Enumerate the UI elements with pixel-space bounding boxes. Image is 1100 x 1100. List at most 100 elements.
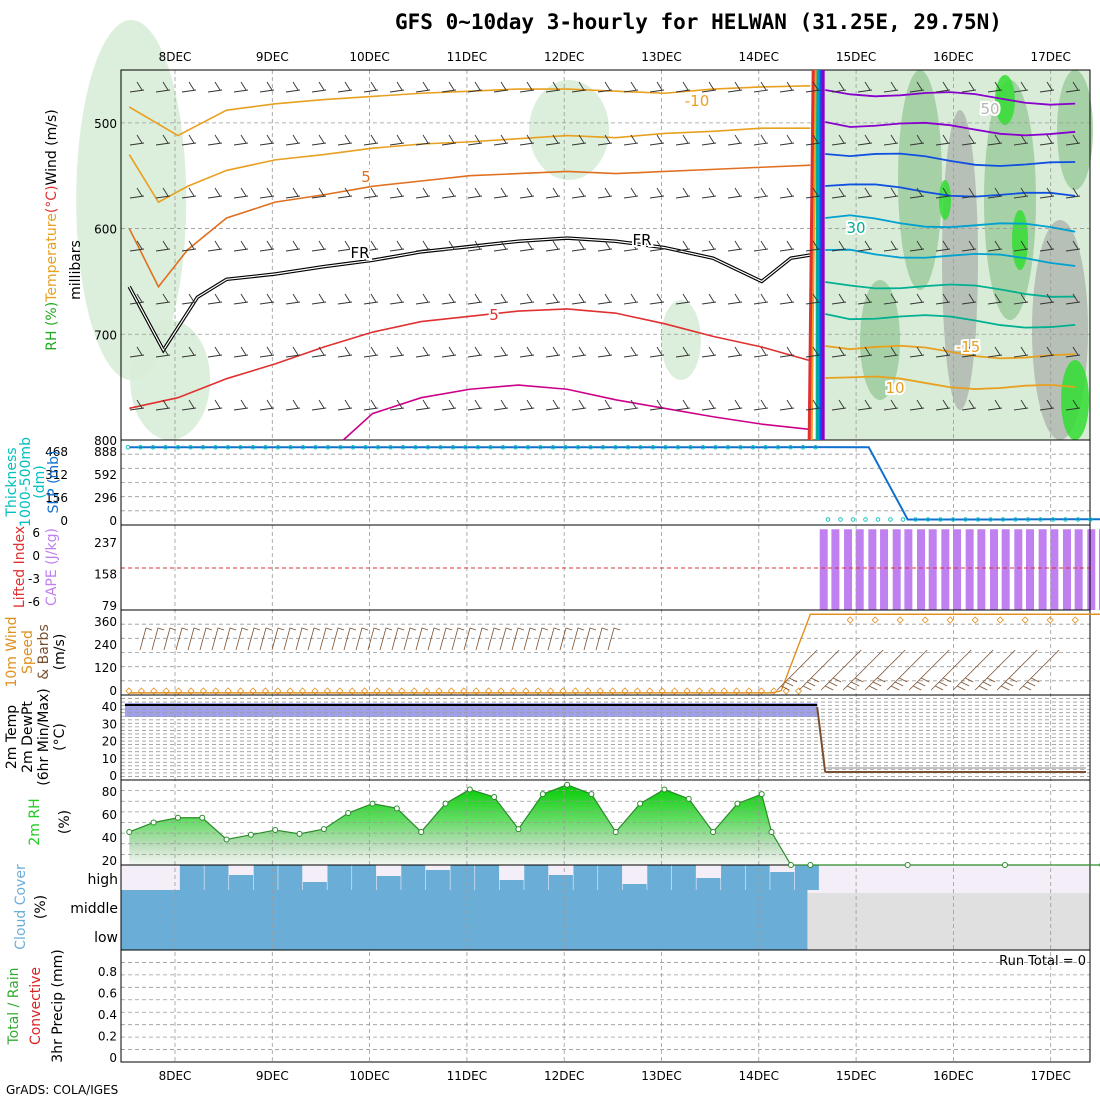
wind-barb [415, 346, 431, 358]
thickness-marker [225, 444, 231, 450]
wind-barb [909, 346, 925, 358]
wind-barb [1065, 346, 1081, 358]
wind-barb [805, 293, 821, 305]
cape-bar [928, 529, 937, 610]
wind-barb [285, 81, 301, 93]
wind-barb [571, 81, 587, 93]
wind-barb [545, 81, 561, 93]
wind-barb [961, 346, 977, 358]
surface-barb [307, 627, 321, 651]
thickness-marker [288, 444, 293, 450]
wind-barb [129, 134, 145, 146]
wind-barb [649, 134, 665, 146]
contour-label-FR: FR [350, 244, 369, 262]
wind-barb [727, 134, 743, 146]
wind-barb [701, 187, 717, 199]
wind-barb [363, 187, 379, 199]
wind-barb [779, 346, 795, 358]
thickness-marker [725, 444, 731, 450]
wind-barb [155, 293, 171, 305]
slp-line [129, 446, 1100, 521]
wind-barb [805, 399, 821, 411]
wind-barb [857, 81, 873, 93]
wind-barb [831, 134, 847, 146]
surface-barb-late [996, 649, 1038, 691]
wind-barb [727, 81, 743, 93]
wind-marker [423, 687, 431, 695]
wind-barb [805, 81, 821, 93]
wind-barb [389, 240, 405, 252]
cape-bar [1038, 529, 1047, 610]
thickness-marker [600, 444, 606, 450]
ylabel-cloud: Cloud Cover [13, 864, 29, 950]
cape-bar [1062, 529, 1071, 610]
wind-barb [701, 346, 717, 358]
y-tick-lifted-index: -3 [28, 572, 40, 586]
surface-barb [211, 627, 225, 651]
wind-barb [259, 240, 275, 252]
wind-barb [987, 293, 1003, 305]
thickness-marker [750, 444, 756, 450]
isotherm-2 [128, 164, 811, 289]
surface-barb-late [974, 649, 1016, 691]
isotherm-0 [128, 85, 811, 137]
surface-barb [223, 627, 237, 651]
wind-barb [675, 134, 691, 146]
thickness-marker [575, 444, 581, 450]
wind-barb [337, 399, 353, 411]
surface-barb-late [1018, 649, 1060, 691]
wind-barb [597, 240, 613, 252]
surface-barb [343, 627, 357, 651]
thickness-marker [213, 444, 218, 450]
thickness-marker [625, 444, 631, 450]
wind-barb [467, 187, 483, 199]
surface-barb [259, 627, 273, 651]
x-tick-top-9DEC: 9DEC [256, 50, 289, 64]
y-tick-rh: 60 [102, 808, 117, 822]
wind-barb [597, 293, 613, 305]
wind-barb [753, 81, 769, 93]
wind-barb [727, 240, 743, 252]
wind-barb [1065, 399, 1081, 411]
rh2m-marker [685, 795, 692, 802]
ylabel-slp_thickness: SLP (mb) [46, 450, 62, 513]
surface-barb [595, 627, 609, 651]
wind-marker [199, 687, 207, 695]
wind-barb [623, 399, 639, 411]
cloud-high-bar [622, 884, 647, 890]
wind-barb [155, 346, 171, 358]
contour-label-5: 5 [489, 306, 499, 324]
wind-barb [467, 240, 483, 252]
wind-barb [935, 240, 951, 252]
wind-barb [753, 346, 769, 358]
contour-label-50: 50 [980, 100, 999, 118]
wind-barb [701, 81, 717, 93]
wind-barb [155, 240, 171, 252]
cloud-low-mid [121, 890, 808, 950]
y-tick-slp: 0 [109, 514, 117, 528]
wind-barb [779, 240, 795, 252]
late-isotherm [825, 344, 1076, 360]
cloud-high-bar [475, 865, 500, 890]
surface-barb [175, 627, 189, 651]
wind-barb [753, 134, 769, 146]
wind-barb [415, 399, 431, 411]
wind-barb [545, 399, 561, 411]
wind-barb [571, 187, 587, 199]
thickness-marker [838, 517, 843, 522]
surface-barb [547, 627, 561, 651]
wind-barb [311, 81, 327, 93]
rh2m-marker [320, 826, 327, 833]
wind-barb [623, 187, 639, 199]
wind-barb [805, 346, 821, 358]
x-tick-top-11DEC: 11DEC [447, 50, 487, 64]
cloud-high-bar [229, 875, 254, 890]
y-tick-cloud-middle: middle [70, 901, 118, 917]
surface-barb-late [930, 649, 972, 691]
surface-barb-late [820, 649, 862, 691]
thickness-marker [1050, 517, 1056, 522]
x-tick-bottom-15DEC: 15DEC [836, 1069, 876, 1083]
wind-barb [129, 240, 145, 252]
surface-barb [271, 627, 285, 651]
thickness-marker [125, 444, 131, 450]
